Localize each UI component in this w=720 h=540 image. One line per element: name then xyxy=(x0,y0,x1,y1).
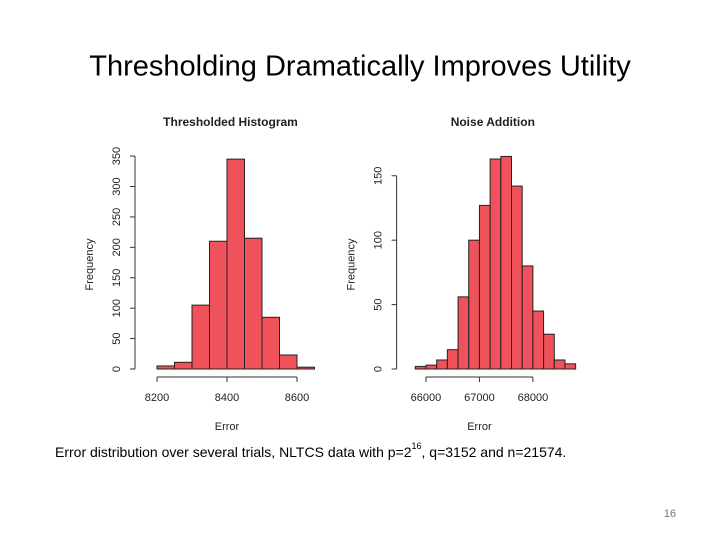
y-axis-label: Frequency xyxy=(346,238,358,290)
bar xyxy=(191,304,210,370)
bar xyxy=(436,359,448,370)
bar xyxy=(226,158,245,370)
x-tick-label: 68000 xyxy=(518,392,549,404)
y-tick-label: 250 xyxy=(111,208,123,226)
bar xyxy=(468,239,480,370)
caption-text: , q=3152 and n=21574. xyxy=(422,444,567,460)
y-tick-label: 150 xyxy=(111,269,123,287)
bar xyxy=(296,366,315,370)
y-tick-label: 50 xyxy=(111,332,123,344)
bar xyxy=(261,316,280,370)
bar xyxy=(543,333,555,370)
x-tick-label: 8400 xyxy=(215,392,239,404)
x-tick-label: 67000 xyxy=(464,392,495,404)
caption-text: Error distribution over several trials, … xyxy=(55,444,412,460)
x-tick-label: 66000 xyxy=(411,392,442,404)
x-axis-label: Error xyxy=(215,421,240,433)
x-axis-label: Error xyxy=(467,421,492,433)
y-tick-label: 300 xyxy=(111,177,123,195)
bar xyxy=(156,365,175,370)
bar xyxy=(553,359,566,370)
bar xyxy=(511,185,523,370)
bar xyxy=(279,354,298,370)
caption: Error distribution over several trials, … xyxy=(55,441,566,459)
y-tick-label: 100 xyxy=(373,231,385,249)
chart-title: Noise Addition xyxy=(451,115,535,129)
page-number: 16 xyxy=(664,508,676,520)
caption-superscript: 16 xyxy=(412,441,422,451)
bar xyxy=(489,158,502,370)
bar xyxy=(446,349,459,370)
chart-title: Thresholded Histogram xyxy=(163,115,298,129)
x-tick-label: 8200 xyxy=(145,392,169,404)
bar xyxy=(521,265,534,370)
bar xyxy=(174,361,193,370)
y-axis-label: Frequency xyxy=(84,238,96,290)
bar xyxy=(500,155,513,370)
y-tick-label: 150 xyxy=(373,167,385,185)
y-tick-label: 0 xyxy=(111,366,123,372)
bar xyxy=(457,296,470,370)
y-tick-label: 100 xyxy=(111,299,123,317)
bar xyxy=(564,363,577,370)
y-tick-label: 50 xyxy=(373,298,385,310)
bar xyxy=(425,364,438,370)
bar xyxy=(414,365,427,370)
bar xyxy=(209,240,228,370)
bar xyxy=(478,204,491,370)
bar xyxy=(244,237,263,370)
y-tick-label: 200 xyxy=(111,238,123,256)
y-tick-label: 0 xyxy=(373,366,385,372)
y-tick-label: 350 xyxy=(111,147,123,165)
x-tick-label: 8600 xyxy=(285,392,309,404)
bar xyxy=(532,310,545,370)
slide-title: Thresholding Dramatically Improves Utili… xyxy=(89,51,631,83)
